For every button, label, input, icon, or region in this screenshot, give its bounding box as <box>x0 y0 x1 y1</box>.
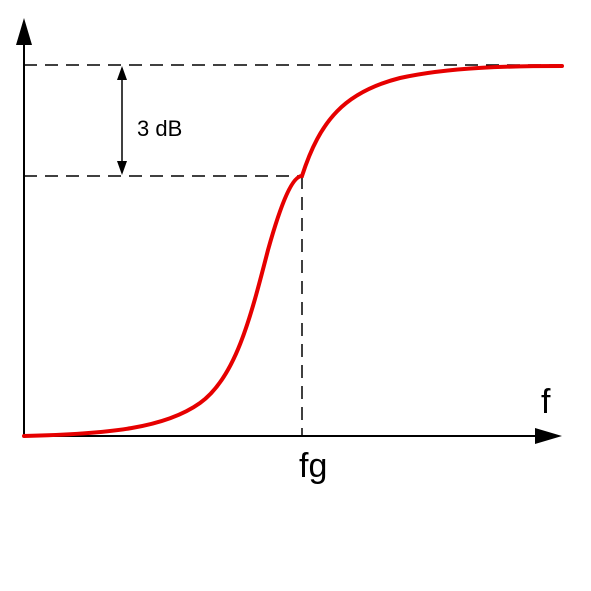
x-axis <box>24 428 562 444</box>
x-axis-label: f <box>541 383 551 421</box>
attenuation-label: 3 dB <box>137 116 182 141</box>
y-axis-arrowhead <box>16 18 32 45</box>
attenuation-dimension-arrow <box>117 66 127 175</box>
x-axis-arrowhead <box>535 428 562 444</box>
cutoff-frequency-label: fg <box>299 447 327 485</box>
y-axis <box>16 18 32 437</box>
response-curve <box>22 64 564 438</box>
